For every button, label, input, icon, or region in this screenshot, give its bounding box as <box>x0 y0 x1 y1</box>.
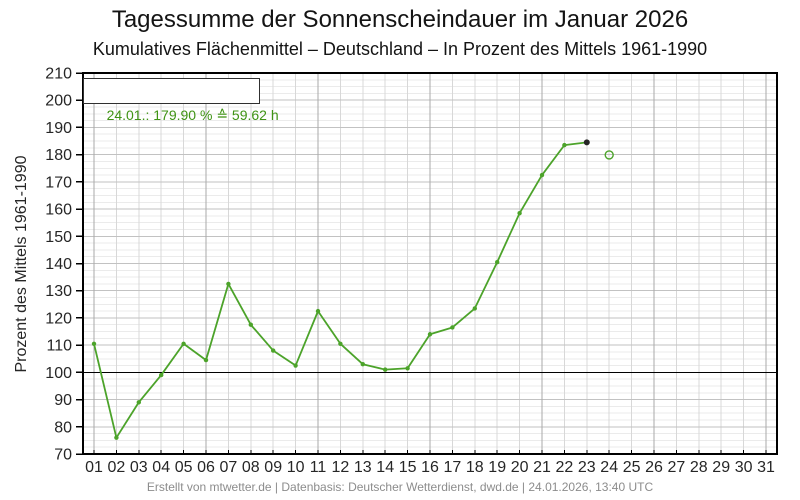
x-tick-label: 29 <box>712 459 730 476</box>
data-point <box>562 142 567 148</box>
x-tick-label: 11 <box>310 459 327 476</box>
y-tick-label: 90 <box>54 392 72 409</box>
y-tick-label: 170 <box>45 174 72 191</box>
x-tick-label: 28 <box>690 459 708 476</box>
data-point <box>248 322 253 327</box>
data-point <box>495 259 500 265</box>
x-tick-label: 08 <box>242 459 260 476</box>
chart-subtitle: Kumulatives Flächenmittel – Deutschland … <box>92 39 708 59</box>
x-tick-label: 04 <box>152 459 170 476</box>
x-tick-label: 20 <box>511 459 529 476</box>
annotation-box: 24.01.: 179.90 % ≙ 59.62 h <box>83 78 279 123</box>
last-value-point <box>583 139 590 146</box>
x-tick-label: 07 <box>220 459 238 476</box>
chart-title: Tagessumme der Sonnenscheindauer im Janu… <box>111 6 689 33</box>
data-point <box>91 341 97 346</box>
x-tick-label: 25 <box>623 459 641 476</box>
x-tick-label: 01 <box>85 459 103 476</box>
y-tick-label: 120 <box>45 310 72 327</box>
data-point <box>360 361 365 367</box>
annotation-text: 24.01.: 179.90 % ≙ 59.62 h <box>106 107 279 123</box>
data-point <box>539 172 545 178</box>
data-point <box>315 308 321 314</box>
data-point <box>517 210 522 216</box>
y-tick-label: 190 <box>45 120 72 137</box>
data-point <box>203 357 209 363</box>
y-tick-label: 150 <box>45 229 72 246</box>
y-tick-label: 100 <box>45 365 72 382</box>
y-tick-label: 140 <box>45 256 72 273</box>
y-tick-label: 200 <box>45 93 72 110</box>
x-tick-label: 27 <box>668 459 686 476</box>
data-point <box>427 332 433 337</box>
data-point <box>226 281 231 287</box>
x-tick-label: 30 <box>735 459 753 476</box>
x-tick-label: 05 <box>175 459 193 476</box>
x-tick-label: 09 <box>264 459 282 476</box>
y-tick-label: 70 <box>54 447 72 464</box>
y-tick-label: 130 <box>45 283 72 300</box>
x-tick-label: 26 <box>645 459 663 476</box>
data-point <box>181 341 186 346</box>
x-tick-label: 13 <box>354 459 372 476</box>
data-point <box>159 372 164 378</box>
x-tick-label: 14 <box>376 459 394 476</box>
data-point <box>383 367 388 372</box>
x-tick-label: 03 <box>130 459 148 476</box>
x-tick-label: 21 <box>533 459 551 476</box>
footer-credit: Erstellt von mtwetter.de | Datenbasis: D… <box>146 480 654 494</box>
x-tick-label: 17 <box>444 459 462 476</box>
provisional-value-point <box>604 150 614 160</box>
x-tick-label: 22 <box>556 459 574 476</box>
data-point <box>472 306 477 311</box>
data-point <box>405 366 410 371</box>
x-tick-label: 31 <box>757 459 775 476</box>
data-point <box>293 363 298 368</box>
y-tick-label: 80 <box>54 419 72 436</box>
y-tick-label: 160 <box>45 202 72 219</box>
data-point <box>136 400 141 405</box>
data-point <box>114 435 119 440</box>
x-tick-label: 02 <box>108 459 126 476</box>
data-point <box>338 341 343 346</box>
x-tick-label: 16 <box>421 459 439 476</box>
x-tick-label: 24 <box>600 459 618 476</box>
x-tick-label: 06 <box>197 459 215 476</box>
x-tick-label: 23 <box>578 459 596 476</box>
data-point <box>271 348 276 353</box>
data-point <box>450 325 455 330</box>
y-tick-label: 110 <box>46 338 72 355</box>
x-tick-label: 12 <box>332 459 350 476</box>
x-tick-label: 10 <box>287 459 305 476</box>
x-tick-label: 15 <box>399 459 417 476</box>
x-tick-label: 19 <box>488 459 506 476</box>
y-tick-label: 180 <box>45 147 72 164</box>
x-tick-label: 18 <box>466 459 484 476</box>
y-tick-label: 210 <box>45 66 72 83</box>
